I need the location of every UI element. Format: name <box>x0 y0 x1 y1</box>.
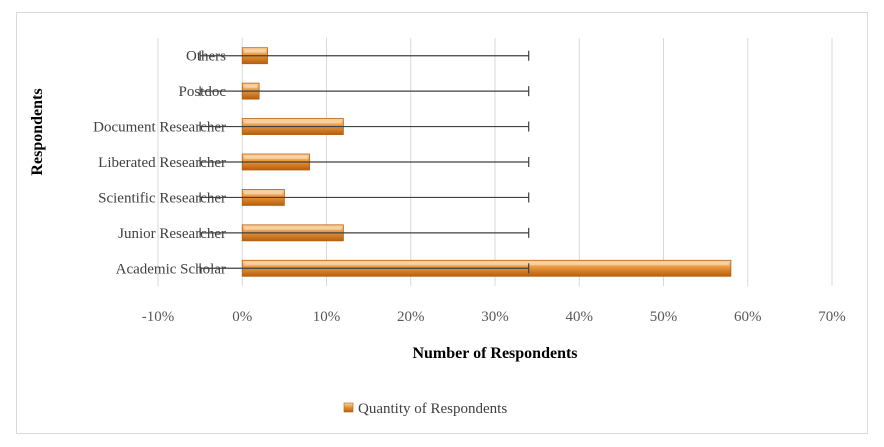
bar-highlight <box>244 120 342 124</box>
legend: Quantity of Respondents <box>343 401 507 417</box>
category-label: Others <box>186 49 226 65</box>
x-tick-label: 70% <box>818 309 846 325</box>
category-label: Scientific Researcher <box>98 190 226 206</box>
chart-frame <box>16 12 868 434</box>
legend-swatch <box>343 402 354 413</box>
x-axis-ticks: -10% 0% 10% 20% 30% 40% 50% 60% 70% <box>142 309 846 325</box>
category-label: Junior Researcher <box>118 226 226 242</box>
legend-label: Quantity of Respondents <box>358 401 507 417</box>
gridlines <box>157 38 833 286</box>
category-label: Postdoc <box>178 84 226 100</box>
category-label: Liberated Researcher <box>98 155 226 171</box>
x-tick-label: 20% <box>397 309 425 325</box>
x-axis-title: Number of Respondents <box>412 345 577 362</box>
bar-highlight <box>244 262 729 266</box>
x-tick-label: 0% <box>232 309 252 325</box>
x-tick-label: -10% <box>142 309 175 325</box>
x-tick-label: 40% <box>566 309 594 325</box>
x-tick-label: 50% <box>650 309 678 325</box>
bar-highlight <box>244 85 258 89</box>
bar-highlight <box>244 49 266 53</box>
x-tick-label: 30% <box>481 309 509 325</box>
category-labels: Academic Scholar Junior Researcher Scienti… <box>93 49 226 278</box>
category-label: Document Researcher <box>93 120 226 136</box>
x-tick-label: 60% <box>734 309 762 325</box>
bar-highlight <box>244 226 342 230</box>
y-axis-title: Respondents <box>29 88 46 175</box>
bar-highlight <box>244 191 283 195</box>
x-tick-label: 10% <box>313 309 341 325</box>
bar-highlight <box>244 156 308 159</box>
error-bars <box>199 50 530 274</box>
category-label: Academic Scholar <box>116 261 226 277</box>
